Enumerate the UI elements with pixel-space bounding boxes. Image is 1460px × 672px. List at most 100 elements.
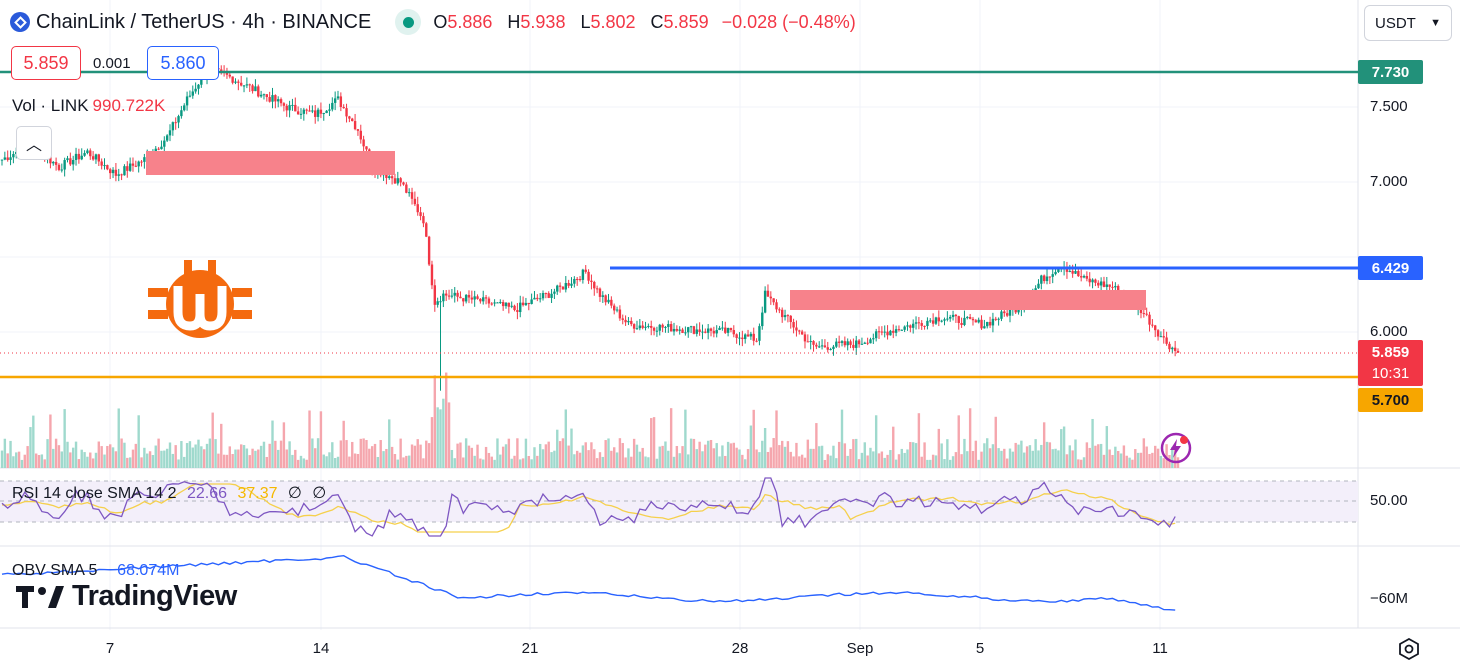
- candle: [894, 329, 898, 333]
- candle: [835, 341, 838, 347]
- volume-bar: [507, 438, 511, 468]
- candle: [6, 157, 9, 160]
- tradingview-logo[interactable]: TradingView: [16, 580, 237, 613]
- symbol-title[interactable]: ChainLink / TetherUS · 4h · BINANCE: [36, 10, 372, 33]
- candle: [581, 269, 585, 280]
- candle: [71, 160, 75, 165]
- currency-select[interactable]: USDT ▼: [1364, 5, 1452, 41]
- sell-price-button[interactable]: 5.859: [11, 46, 81, 80]
- volume-bar: [487, 452, 491, 468]
- candle: [544, 293, 548, 295]
- volume-bar: [778, 445, 781, 468]
- volume-bar: [427, 443, 431, 468]
- candle: [254, 86, 257, 92]
- volume-bar: [390, 446, 394, 468]
- collapse-legend-button[interactable]: ︿: [16, 126, 52, 160]
- volume-bar: [940, 443, 943, 468]
- volume-bar: [835, 458, 838, 468]
- volume-bar: [49, 414, 52, 468]
- candle: [447, 295, 451, 297]
- candle: [1105, 284, 1109, 287]
- volume-bar: [624, 457, 627, 468]
- candle: [587, 271, 590, 281]
- volume-bar: [832, 445, 835, 468]
- candle: [949, 316, 952, 319]
- candle: [852, 344, 855, 348]
- volume-bar: [516, 438, 519, 468]
- volume-bar: [91, 458, 95, 468]
- settings-gear-icon[interactable]: [1398, 638, 1420, 660]
- volume-bar: [37, 455, 41, 468]
- volume-bar: [709, 439, 713, 468]
- volume-legend: Vol · LINK 990.722K: [12, 96, 166, 115]
- volume-bar: [604, 440, 607, 468]
- volume-bar: [342, 420, 345, 468]
- volume-bar: [373, 443, 377, 468]
- buy-price-button[interactable]: 5.860: [147, 46, 219, 80]
- candle: [595, 288, 599, 290]
- volume-bar: [641, 447, 644, 468]
- candle: [490, 303, 493, 305]
- candle: [698, 329, 701, 332]
- volume-bar: [966, 451, 969, 468]
- volume-bar: [632, 438, 636, 468]
- candle: [291, 104, 294, 106]
- candle: [442, 293, 445, 302]
- volume-bar: [436, 407, 439, 468]
- candle: [274, 95, 277, 102]
- volume-bar: [362, 438, 365, 468]
- spread-value: 0.001: [93, 55, 131, 72]
- volume-bar: [758, 452, 761, 468]
- volume-bar: [715, 443, 718, 468]
- candle: [52, 161, 55, 164]
- obv-axis-label: −60M: [1370, 590, 1408, 607]
- lightning-alert-icon[interactable]: [1160, 432, 1192, 464]
- chainlink-logo-icon: [10, 12, 30, 32]
- volume-bar: [114, 451, 118, 468]
- volume-bar: [983, 443, 986, 468]
- candle: [225, 72, 229, 75]
- volume-bar: [769, 447, 773, 468]
- candle: [832, 346, 835, 350]
- y-axis-label: 7.000: [1370, 173, 1408, 190]
- volume-bar: [1079, 459, 1083, 468]
- candle: [906, 325, 909, 327]
- candle: [245, 84, 249, 86]
- volume-bar: [160, 450, 163, 468]
- candle: [678, 329, 681, 331]
- candle: [977, 319, 980, 323]
- volume-bar: [131, 449, 135, 468]
- candle: [117, 174, 120, 176]
- candle: [1000, 311, 1003, 319]
- volume-bar: [325, 456, 328, 468]
- volume-bar: [242, 445, 246, 468]
- candle: [829, 349, 832, 351]
- volume-bar: [894, 459, 898, 468]
- candle: [168, 130, 172, 136]
- volume-bar: [103, 454, 106, 468]
- volume-bar: [991, 444, 995, 468]
- market-status-icon[interactable]: [395, 9, 422, 35]
- candle: [1099, 281, 1103, 286]
- volume-bar: [667, 450, 670, 468]
- rsi-axis-label: 50.00: [1370, 492, 1408, 509]
- candle: [601, 295, 605, 297]
- candle: [433, 285, 437, 305]
- chevron-up-icon: ︿: [25, 137, 42, 154]
- candle: [328, 109, 331, 111]
- candle: [100, 161, 103, 166]
- volume-bar: [9, 440, 12, 468]
- volume-bar: [245, 448, 249, 468]
- candle: [966, 317, 969, 319]
- candle: [248, 84, 251, 86]
- volume-bar: [556, 429, 559, 468]
- candle: [0, 159, 4, 161]
- candle: [1173, 347, 1177, 351]
- volume-bar: [550, 452, 553, 468]
- volume-bar: [83, 452, 86, 468]
- volume-bar: [724, 455, 727, 468]
- volume-bar: [1154, 445, 1157, 468]
- volume-bar: [578, 452, 582, 468]
- volume-bar: [712, 448, 716, 468]
